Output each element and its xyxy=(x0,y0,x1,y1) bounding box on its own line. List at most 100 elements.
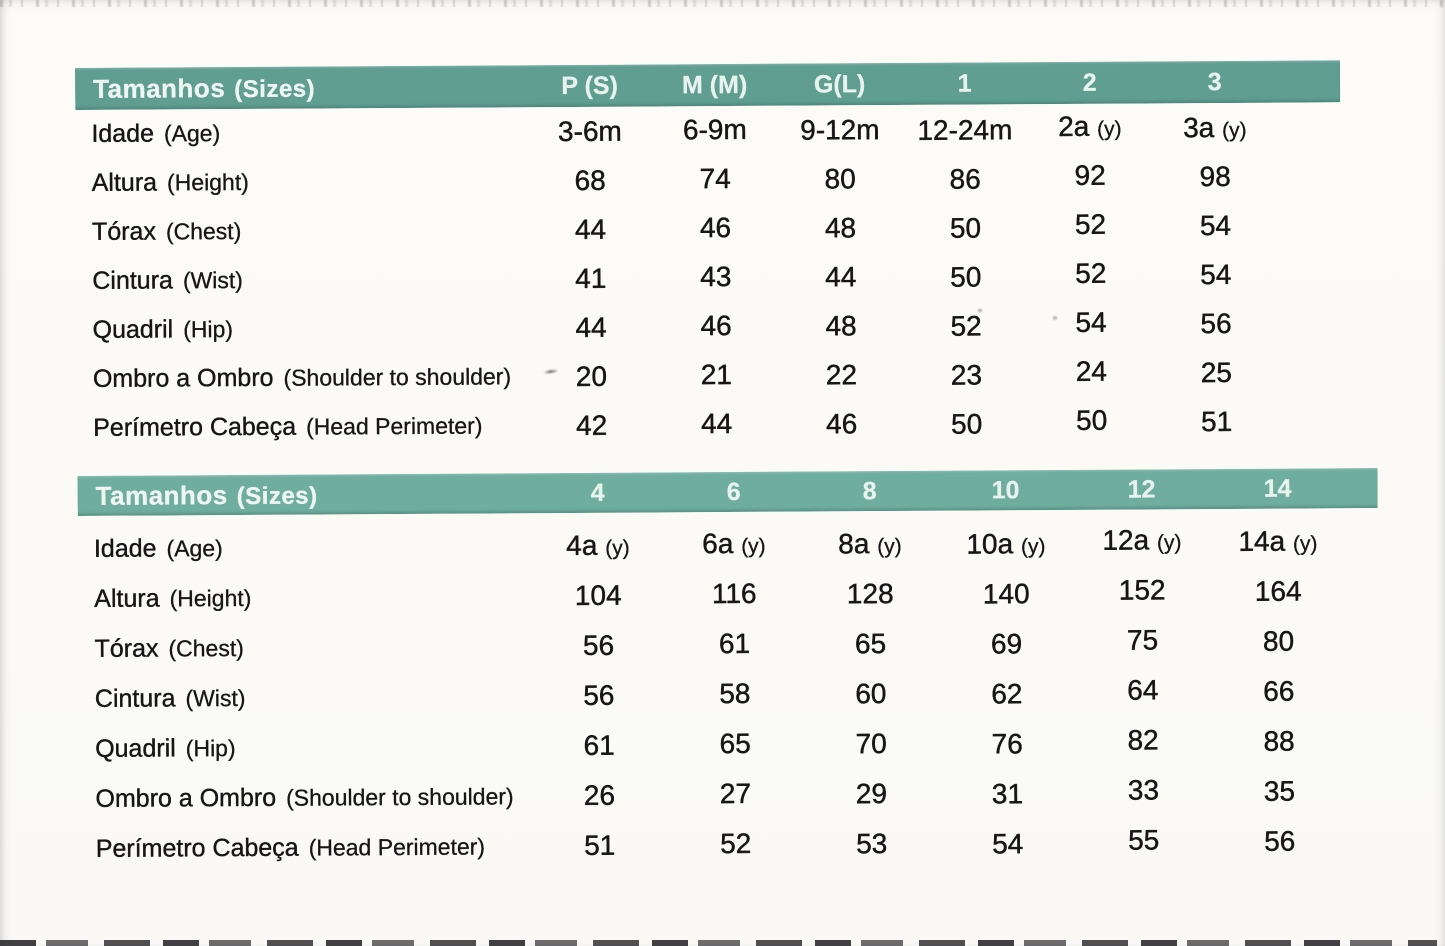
value-cell: 66 xyxy=(1263,675,1295,707)
value-cell: 52 xyxy=(950,309,982,342)
row-label-pt: Quadril xyxy=(95,733,176,763)
row-label-en: (Hip) xyxy=(183,316,234,343)
value-cell: 69 xyxy=(990,628,1023,660)
value-cell: 80 xyxy=(824,162,856,195)
row-label: Tórax (Chest) xyxy=(78,632,530,664)
year-unit: (y) xyxy=(741,534,766,558)
value-cell: 46 xyxy=(700,309,732,341)
row-label-en: (Shoulder to shoulder) xyxy=(285,782,514,811)
table-row: Perímetro Cabeça (Head Perimeter) 51 52 53 54… xyxy=(80,816,1380,874)
value-cell: 86 xyxy=(949,162,981,195)
row-label-pt: Cintura xyxy=(94,683,176,713)
value-cell: 128 xyxy=(846,578,894,610)
value-cell: 65 xyxy=(719,727,751,760)
value-cell: 92 xyxy=(1074,159,1106,191)
row-label-en: (Head Perimeter) xyxy=(308,833,486,861)
value-cell: 54 xyxy=(1075,306,1107,338)
row-label-pt: Quadril xyxy=(92,315,174,344)
value-cell: 60 xyxy=(855,678,887,710)
value-cell: 44 xyxy=(701,407,733,439)
value-cell: 44 xyxy=(825,260,857,293)
row-label: Ombro a Ombro (Shoulder to shoulder) xyxy=(77,362,529,394)
value-cell: 52 xyxy=(1074,208,1107,240)
value-cell: 4a (y) xyxy=(566,529,630,562)
table-title: Tamanhos (Sizes) xyxy=(78,478,530,512)
table-rows: Idade (Age) 4a (y) 6a (y) 8a (y) 10a (y) 12a (… xyxy=(78,516,1380,874)
value-cell: 76 xyxy=(991,728,1023,760)
value-cell: 44 xyxy=(574,213,607,245)
value-cell: 164 xyxy=(1254,575,1302,607)
value-cell: 140 xyxy=(982,578,1030,610)
value-cell: 56 xyxy=(1200,307,1232,339)
value-cell: 25 xyxy=(1200,356,1233,388)
table-row: Idade (Age) 4a (y) 6a (y) 8a (y) 10a (y) 12a (… xyxy=(78,516,1378,574)
row-label-en: (Chest) xyxy=(168,634,244,661)
row-label-en: (Head Perimeter) xyxy=(305,412,483,440)
column-header: 2 xyxy=(1082,68,1097,97)
scan-speck xyxy=(976,307,984,314)
value-cell: 50 xyxy=(949,211,982,244)
value-cell: 53 xyxy=(856,828,888,860)
year-unit: (y) xyxy=(1222,118,1247,142)
value-cell: 46 xyxy=(699,211,732,243)
column-header: 14 xyxy=(1263,474,1292,503)
table-rows: Idade (Age) 3-6m 6-9m 9-12m 12-24m 2a (y) 3a (y… xyxy=(75,102,1342,453)
value-cell: 12a (y) xyxy=(1102,524,1182,556)
row-label: Tórax (Chest) xyxy=(76,215,528,247)
year-unit: (y) xyxy=(1097,117,1122,141)
year-unit: (y) xyxy=(1020,535,1046,559)
value-cell: 75 xyxy=(1126,624,1159,656)
value-cell: 56 xyxy=(583,679,615,711)
row-label-en: (Shoulder to shoulder) xyxy=(283,363,512,391)
row-label-pt: Altura xyxy=(94,583,160,613)
value-cell: 48 xyxy=(824,211,857,244)
value-cell: 14a (y) xyxy=(1238,525,1318,557)
row-label-pt: Perímetro Cabeça xyxy=(95,833,299,863)
table-title: Tamanhos (Sizes) xyxy=(75,71,527,105)
value-cell: 68 xyxy=(574,164,606,196)
year-unit: (y) xyxy=(1292,532,1318,556)
value-cell: 54 xyxy=(1199,209,1232,241)
table-row: Ombro a Ombro (Shoulder to shoulder) 20 21 2… xyxy=(77,347,1342,404)
year-unit: (y) xyxy=(1156,531,1182,555)
value-cell: 3a (y) xyxy=(1183,111,1247,143)
column-header: 1 xyxy=(957,69,972,98)
column-header: 8 xyxy=(862,476,877,505)
value-cell: 10a (y) xyxy=(966,528,1046,560)
table-row: Perímetro Cabeça (Head Perimeter) 42 44 46 50… xyxy=(77,396,1342,453)
table-row: Tórax (Chest) 44 46 48 50 52 54 xyxy=(76,200,1341,257)
value-cell: 104 xyxy=(574,579,622,611)
value-cell: 64 xyxy=(1127,674,1159,706)
value-cell: 2a (y) xyxy=(1058,110,1122,142)
row-label-pt: Cintura xyxy=(92,266,173,295)
size-table-child: Tamanhos (Sizes) 4 6 8 10 12 14 Idade (Age) 4a (… xyxy=(77,468,1389,874)
value-cell: 52 xyxy=(720,827,752,860)
value-cell: 21 xyxy=(700,358,733,390)
value-cell: 41 xyxy=(575,262,607,294)
value-cell: 50 xyxy=(951,407,983,440)
value-cell: 51 xyxy=(1201,405,1233,437)
row-label-pt: Tórax xyxy=(91,217,156,246)
row-label: Perímetro Cabeça (Head Perimeter) xyxy=(77,411,529,443)
scan-artifact-top-edge xyxy=(0,0,1445,7)
value-cell: 50 xyxy=(1075,404,1108,436)
table-row: Tórax (Chest) 56 61 65 69 75 80 xyxy=(78,616,1378,674)
value-cell: 152 xyxy=(1118,574,1166,606)
size-table-infant: Tamanhos (Sizes) P (S) M (M) G(L) 1 2 3 Idade(… xyxy=(75,60,1387,453)
row-label-pt: Altura xyxy=(91,168,158,197)
table-row: Cintura (Wist) 41 43 44 50 52 54 xyxy=(76,249,1341,306)
table-row: Quadril (Hip) 44 46 48 52 54 56 xyxy=(76,298,1341,355)
column-header: 4 xyxy=(590,478,605,507)
value-cell: 70 xyxy=(855,728,887,760)
row-label-en: (Wist) xyxy=(182,266,244,294)
row-label-pt: Perímetro Cabeça xyxy=(93,412,297,442)
row-label-pt: Ombro a Ombro xyxy=(95,783,277,813)
value-cell: 8a (y) xyxy=(838,528,902,560)
table-title-pt: Tamanhos xyxy=(95,479,228,511)
row-label-en: (Height) xyxy=(166,168,249,196)
value-cell: 88 xyxy=(1263,725,1295,757)
row-label: Ombro a Ombro (Shoulder to shoulder) xyxy=(79,782,531,814)
value-cell: 46 xyxy=(826,407,858,440)
row-label: Idade (Age) xyxy=(75,117,527,149)
row-label-en: (Hip) xyxy=(185,734,236,761)
